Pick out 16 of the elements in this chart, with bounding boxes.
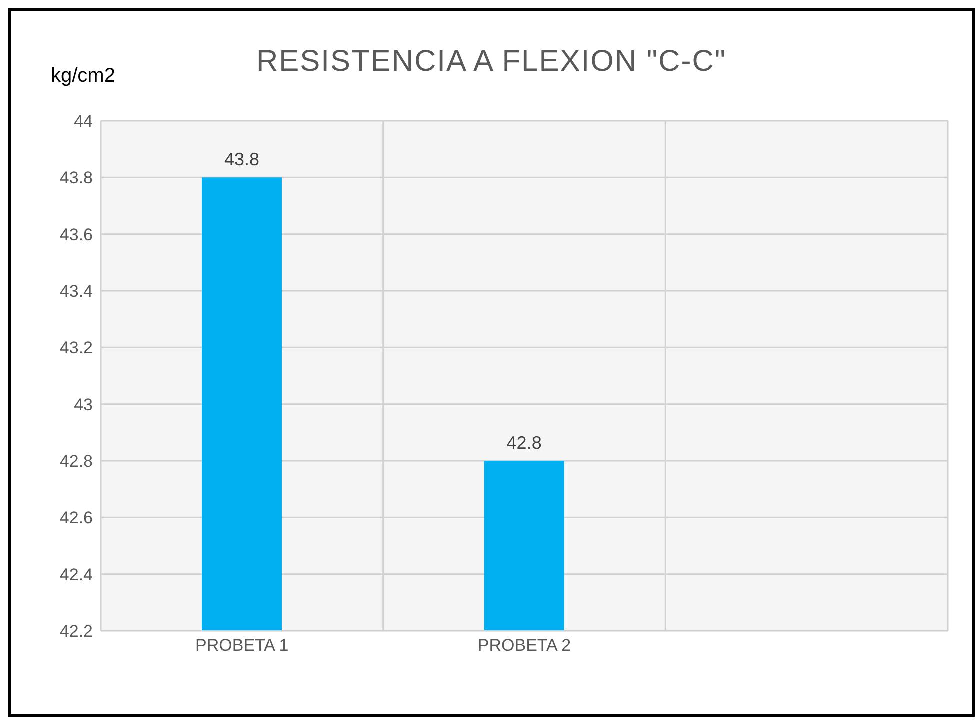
data-label: 43.8 <box>224 150 260 170</box>
y-tick-label: 42.6 <box>60 508 93 528</box>
y-tick-label: 43.6 <box>60 225 93 244</box>
y-tick-label: 44 <box>74 112 93 132</box>
y-tick-label: 42.4 <box>60 565 93 584</box>
x-tick-label: PROBETA 2 <box>478 636 572 656</box>
y-tick-label: 42.2 <box>60 622 93 642</box>
y-tick-label: 43.8 <box>60 168 93 188</box>
data-label: 42.8 <box>506 433 542 453</box>
y-axis-title: kg/cm2 <box>51 65 116 88</box>
chart-title: RESISTENCIA A FLEXION "C-C" <box>256 45 727 78</box>
y-tick-label: 42.8 <box>60 452 93 472</box>
y-tick-label: 43 <box>74 395 93 414</box>
y-tick-label: 43.2 <box>60 338 93 358</box>
y-tick-label: 43.4 <box>60 282 93 302</box>
x-tick-label: PROBETA 1 <box>196 636 289 656</box>
